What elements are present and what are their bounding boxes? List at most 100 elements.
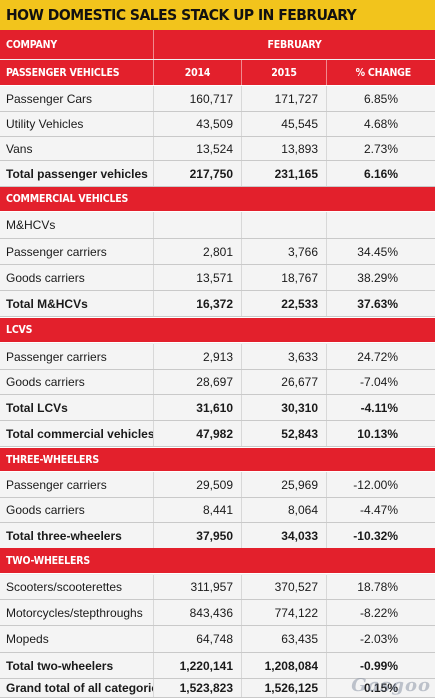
value-2014: 43,509 (153, 112, 241, 136)
section-title: LCVS (6, 324, 33, 336)
percent-change: 34.45% (326, 239, 435, 264)
value-2015: 22,533 (241, 291, 326, 316)
row-divider (0, 85, 435, 86)
percent-change: -7.04% (326, 370, 435, 394)
value-2014: 16,372 (153, 291, 241, 316)
section-header: COMMERCIAL VEHICLES (0, 187, 435, 211)
percent-change: -4.11% (326, 395, 435, 420)
table-row: Passenger carriers 2,801 3,766 34.45% (0, 239, 435, 265)
percent-change: 6.85% (326, 86, 435, 111)
percent-change: 6.16% (326, 161, 435, 186)
table-row: Passenger carriers 29,509 25,969 -12.00% (0, 472, 435, 498)
value-2014: 13,524 (153, 137, 241, 160)
percent-change: -10.32% (326, 523, 435, 548)
table-row: Goods carriers 28,697 26,677 -7.04% (0, 370, 435, 395)
value-2015: 25,969 (241, 472, 326, 497)
table-row: Goods carriers 13,571 18,767 38.29% (0, 265, 435, 291)
value-2014: 2,801 (153, 239, 241, 264)
value-2015: 370,527 (241, 575, 326, 599)
table-row: Utility Vehicles 43,509 45,545 4.68% (0, 112, 435, 137)
row-label: Passenger carriers (6, 477, 107, 492)
table-row: Goods carriers 8,441 8,064 -4.47% (0, 498, 435, 523)
row-label: M&HCVs (6, 218, 56, 232)
value-2014: 2014 (153, 60, 241, 85)
value-2015: 18,767 (241, 265, 326, 290)
value-2015 (241, 212, 326, 238)
row-label: Mopeds (6, 632, 49, 646)
section-title: COMMERCIAL VEHICLES (6, 193, 129, 205)
row-label: Goods carriers (6, 270, 85, 285)
table-row: Mopeds 64,748 63,435 -2.03% (0, 626, 435, 653)
value-2014: 31,610 (153, 395, 241, 420)
value-2014: 64,748 (153, 626, 241, 652)
row-divider (0, 211, 435, 212)
percent-change: 38.29% (326, 265, 435, 290)
percent-change: -4.47% (326, 498, 435, 522)
value-2015: 1,526,125 (241, 679, 326, 697)
total-row: Total passenger vehicles 217,750 231,165 6.… (0, 161, 435, 187)
row-label: Total commercial vehicles (6, 426, 153, 441)
row-label: Utility Vehicles (6, 117, 84, 131)
value-2015: 8,064 (241, 498, 326, 522)
row-label: Total LCVs (6, 400, 68, 415)
value-2014: 29,509 (153, 472, 241, 497)
row-label: Passenger carriers (6, 244, 107, 259)
value-2015: 231,165 (241, 161, 326, 186)
total-row: Total three-wheelers 37,950 34,033 -10.32% (0, 523, 435, 549)
percent-change: 4.68% (326, 112, 435, 136)
percent-change: 37.63% (326, 291, 435, 316)
table-row: Vans 13,524 13,893 2.73% (0, 137, 435, 161)
row-divider (0, 471, 435, 472)
row-label: Grand total of all categories (6, 681, 153, 695)
section-header: TWO-WHEELERS (0, 548, 435, 573)
value-2014: 37,950 (153, 523, 241, 548)
row-label: Scooters/scooterettes (6, 580, 123, 594)
sales-table: COMPANY FEBRUARY PASSENGER VEHICLES 2014 2… (0, 30, 435, 699)
row-divider (0, 342, 435, 343)
value-2015: 63,435 (241, 626, 326, 652)
percent-change: -0.99% (326, 653, 435, 678)
value-2015: 45,545 (241, 112, 326, 136)
value-2015: 2015 (241, 60, 326, 85)
value-2015: 52,843 (241, 421, 326, 446)
company-header: COMPANY (6, 38, 57, 51)
value-2015: 774,122 (241, 600, 326, 625)
row-divider (0, 447, 435, 448)
row-label: Goods carriers (6, 375, 85, 389)
percent-change: 2.73% (326, 137, 435, 160)
percent-change: 0.15% (326, 679, 435, 697)
total-row: Total two-wheelers 1,220,141 1,208,084 -0.9… (0, 653, 435, 679)
percent-change: -12.00% (326, 472, 435, 497)
section-title: TWO-WHEELERS (6, 554, 90, 567)
table-row: Passenger Cars 160,717 171,727 6.85% (0, 86, 435, 112)
table-row: Passenger carriers 2,913 3,633 24.72% (0, 344, 435, 370)
watermark-logo: Gasgoo (351, 675, 431, 696)
percent-change: -2.03% (326, 626, 435, 652)
total-row: Total LCVs 31,610 30,310 -4.11% (0, 395, 435, 421)
value-2014: 160,717 (153, 86, 241, 111)
row-divider (0, 317, 435, 318)
row-label: Total passenger vehicles (6, 166, 148, 181)
percent-change: 24.72% (326, 344, 435, 369)
table-row: M&HCVs (0, 212, 435, 239)
row-label: Passenger carriers (6, 349, 107, 364)
value-2015: 13,893 (241, 137, 326, 160)
row-label: Total M&HCVs (6, 296, 88, 311)
value-2014: 843,436 (153, 600, 241, 625)
row-label: Passenger Cars (6, 91, 93, 106)
percent-change (326, 212, 435, 238)
value-2015: 3,766 (241, 239, 326, 264)
section-header: LCVS (0, 318, 435, 342)
section-header: THREE-WHEELERS (0, 448, 435, 471)
value-2015: 1,208,084 (241, 653, 326, 678)
value-2014: 311,957 (153, 575, 241, 599)
percent-change: % CHANGE (326, 60, 435, 85)
percent-change: -8.22% (326, 600, 435, 625)
table-row: Scooters/scooterettes 311,957 370,527 18.78… (0, 575, 435, 600)
row-label: Motorcycles/stepthroughs (6, 605, 143, 620)
table-header-row: COMPANY FEBRUARY (0, 30, 435, 59)
value-2014: 47,982 (153, 421, 241, 446)
row-label: PASSENGER VEHICLES (6, 66, 120, 79)
row-label: Total three-wheelers (6, 528, 122, 543)
percent-change: 10.13% (326, 421, 435, 446)
